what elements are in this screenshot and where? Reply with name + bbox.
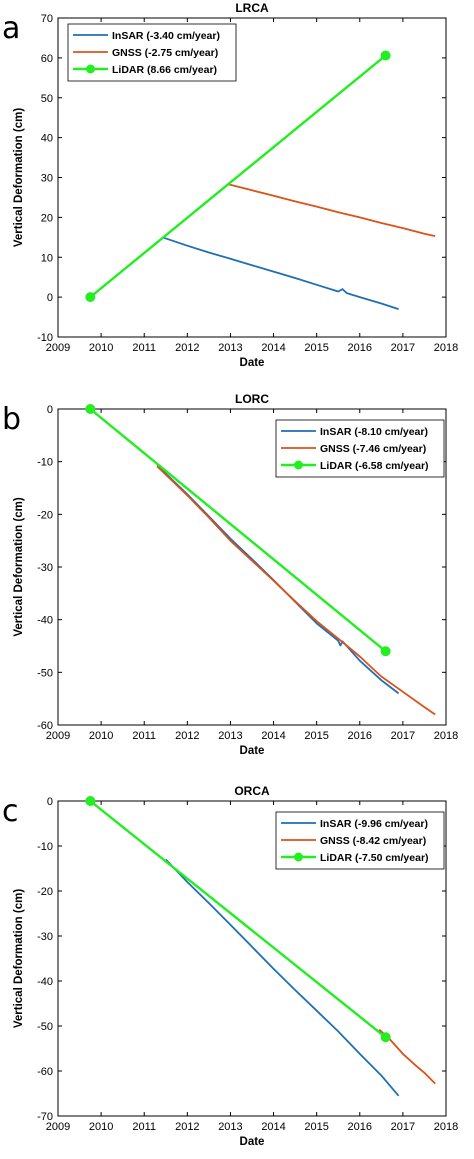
x-tick-label: 2009 [46, 1121, 70, 1133]
chart-panel-b: b LORC 2009 2010 2011 2012 2013 2014 2015 2016 201… [2, 392, 458, 757]
series-line-2 [89, 800, 387, 1039]
chart-title: ORCA [234, 784, 270, 798]
x-tick-label: 2014 [261, 1121, 285, 1133]
y-axis-label: Vertical Deformation (cm) [13, 108, 25, 247]
legend-entry-2: LiDAR (-7.50 cm/year) [320, 852, 429, 864]
panel-letter: a [2, 11, 20, 46]
x-tick-label: 2013 [218, 730, 242, 742]
y-tick-label: -40 [37, 615, 53, 627]
legend-entry-2: LiDAR (8.66 cm/year) [112, 64, 217, 76]
legend-entry-0: InSAR (-3.40 cm/year) [112, 30, 220, 42]
y-tick-label: 0 [47, 292, 53, 304]
x-tick-label: 2017 [391, 1121, 415, 1133]
panel-letter: b [2, 402, 21, 437]
y-tick-label: 50 [41, 93, 53, 105]
legend-entry-2: LiDAR (-6.58 cm/year) [320, 460, 429, 472]
legend-entry-1: GNSS (-7.46 cm/year) [320, 443, 426, 455]
legend-marker [294, 852, 303, 862]
legend-entry-0: InSAR (-8.10 cm/year) [320, 426, 428, 438]
x-tick-label: 2012 [175, 1121, 199, 1133]
legend-marker [294, 460, 303, 470]
x-tick-label: 2013 [218, 1121, 242, 1133]
x-tick-label: 2013 [218, 342, 242, 354]
x-axis-label: Date [240, 357, 265, 369]
legend-marker [86, 64, 95, 74]
x-tick-label: 2009 [46, 342, 70, 354]
legend-entry-1: GNSS (-2.75 cm/year) [112, 47, 218, 59]
x-tick-label: 2009 [46, 730, 70, 742]
y-tick-label: 10 [41, 252, 53, 264]
y-tick-label: -30 [37, 931, 53, 943]
x-tick-label: 2016 [348, 342, 372, 354]
lidar-marker-1 [380, 50, 391, 61]
x-axis-label: Date [240, 1136, 265, 1148]
y-tick-label: -10 [37, 841, 53, 853]
x-tick-label: 2010 [89, 342, 113, 354]
x-tick-label: 2011 [132, 342, 156, 354]
y-tick-label: -10 [37, 457, 53, 469]
lidar-marker-1 [380, 1032, 391, 1043]
x-axis-label: Date [240, 745, 265, 757]
series-line-2 [89, 54, 387, 299]
x-tick-label: 2017 [391, 342, 415, 354]
x-tick-label: 2011 [132, 730, 156, 742]
chart-title: LRCA [235, 1, 269, 15]
y-tick-label: -70 [37, 1111, 53, 1123]
x-tick-label: 2011 [132, 1121, 156, 1133]
y-tick-label: 60 [41, 53, 53, 65]
legend-entry-1: GNSS (-8.42 cm/year) [320, 835, 426, 847]
x-tick-label: 2017 [391, 730, 415, 742]
y-tick-label: 30 [41, 173, 53, 185]
y-tick-label: -30 [37, 562, 53, 574]
series-line-2 [89, 408, 387, 653]
y-tick-label: 0 [47, 796, 53, 808]
x-tick-label: 2012 [175, 730, 199, 742]
series-line-0 [163, 236, 399, 310]
y-tick-label: -50 [37, 1021, 53, 1033]
x-tick-label: 2010 [89, 1121, 113, 1133]
plot-frame [57, 800, 447, 1117]
x-tick-label: 2010 [89, 730, 113, 742]
y-tick-label: 20 [41, 212, 53, 224]
x-tick-label: 2018 [434, 342, 458, 354]
x-tick-label: 2012 [175, 342, 199, 354]
lidar-marker-0 [85, 404, 96, 414]
lidar-marker-0 [85, 292, 96, 303]
y-tick-label: -20 [37, 886, 53, 898]
y-tick-label: 0 [47, 404, 53, 416]
series-line-1 [228, 183, 436, 237]
x-tick-label: 2018 [434, 1121, 458, 1133]
y-axis-label: Vertical Deformation (cm) [13, 889, 25, 1028]
y-tick-label: -20 [37, 509, 53, 521]
chart-title: LORC [235, 392, 269, 406]
y-tick-label: -60 [37, 1066, 53, 1078]
x-tick-label: 2015 [304, 730, 328, 742]
y-tick-label: -60 [37, 720, 53, 732]
y-axis-label: Vertical Deformation (cm) [13, 497, 25, 636]
lidar-marker-1 [380, 646, 391, 657]
x-tick-label: 2016 [348, 730, 372, 742]
lidar-marker-0 [85, 796, 96, 806]
x-tick-label: 2015 [304, 342, 328, 354]
legend-entry-0: InSAR (-9.96 cm/year) [320, 818, 428, 830]
series-line-1 [156, 465, 436, 716]
panel-letter: c [2, 794, 19, 829]
x-tick-label: 2018 [434, 730, 458, 742]
y-tick-label: -40 [37, 976, 53, 988]
y-tick-label: -50 [37, 667, 53, 679]
x-tick-label: 2016 [348, 1121, 372, 1133]
chart-panel-c: c ORCA 2009 2010 2011 2012 2013 2014 2015 2016 201… [2, 784, 458, 1148]
y-tick-label: 70 [41, 13, 53, 25]
y-tick-label: -10 [37, 332, 53, 344]
x-tick-label: 2014 [261, 730, 285, 742]
y-tick-label: 40 [41, 133, 53, 145]
series-line-0 [165, 858, 400, 1097]
x-tick-label: 2015 [304, 1121, 328, 1133]
x-tick-label: 2014 [261, 342, 285, 354]
